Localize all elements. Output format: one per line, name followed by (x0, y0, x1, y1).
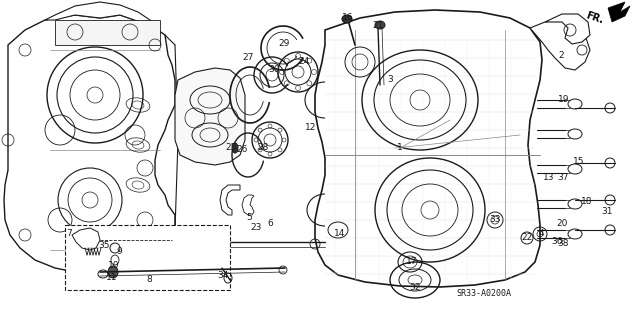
Text: 9: 9 (116, 248, 122, 256)
Text: 14: 14 (334, 228, 346, 238)
Text: 29: 29 (278, 39, 290, 48)
Text: 8: 8 (146, 275, 152, 284)
Polygon shape (45, 2, 155, 28)
Text: 37: 37 (557, 174, 569, 182)
Text: 16: 16 (342, 13, 354, 23)
Text: 10: 10 (108, 261, 120, 270)
Text: 2: 2 (558, 50, 564, 60)
Text: 1: 1 (397, 144, 403, 152)
Text: 23: 23 (250, 224, 262, 233)
Text: 17: 17 (406, 257, 418, 266)
Text: 5: 5 (246, 213, 252, 222)
Text: 3: 3 (387, 76, 393, 85)
Text: 21: 21 (372, 21, 384, 31)
Text: 24: 24 (298, 57, 310, 66)
Text: 38: 38 (557, 240, 569, 249)
Text: 19: 19 (558, 95, 570, 105)
Text: 34: 34 (218, 271, 228, 279)
Bar (65, 225, 230, 290)
Ellipse shape (375, 21, 385, 29)
Text: 25: 25 (225, 144, 237, 152)
Text: 28: 28 (257, 144, 269, 152)
Text: 22: 22 (522, 234, 532, 242)
Text: FR.: FR. (585, 11, 605, 26)
Polygon shape (530, 18, 590, 70)
Text: 15: 15 (573, 158, 585, 167)
Polygon shape (315, 10, 542, 287)
Polygon shape (4, 15, 175, 272)
Text: 12: 12 (305, 122, 317, 131)
Text: 20: 20 (556, 219, 568, 228)
Text: 31: 31 (601, 207, 612, 217)
Bar (55, 20, 160, 45)
Text: 30: 30 (268, 65, 280, 75)
Text: 11: 11 (106, 272, 118, 281)
Ellipse shape (232, 143, 238, 153)
Polygon shape (608, 2, 630, 22)
Text: 26: 26 (236, 145, 248, 154)
Text: 13: 13 (543, 174, 555, 182)
Polygon shape (545, 14, 590, 44)
Ellipse shape (108, 266, 118, 278)
Text: 35: 35 (99, 241, 109, 250)
Text: SR33-A0200A: SR33-A0200A (456, 288, 511, 298)
Text: 27: 27 (243, 54, 253, 63)
Ellipse shape (342, 15, 352, 23)
Text: 33: 33 (489, 214, 500, 224)
Text: 32: 32 (410, 283, 420, 292)
Polygon shape (175, 68, 245, 165)
Text: 4: 4 (538, 229, 544, 239)
Text: 6: 6 (267, 219, 273, 228)
Text: 36: 36 (551, 236, 563, 246)
Text: 18: 18 (581, 197, 593, 205)
Text: 7: 7 (66, 228, 72, 238)
